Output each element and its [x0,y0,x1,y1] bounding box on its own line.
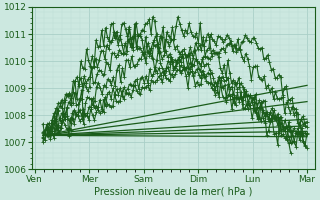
X-axis label: Pression niveau de la mer( hPa ): Pression niveau de la mer( hPa ) [94,187,253,197]
